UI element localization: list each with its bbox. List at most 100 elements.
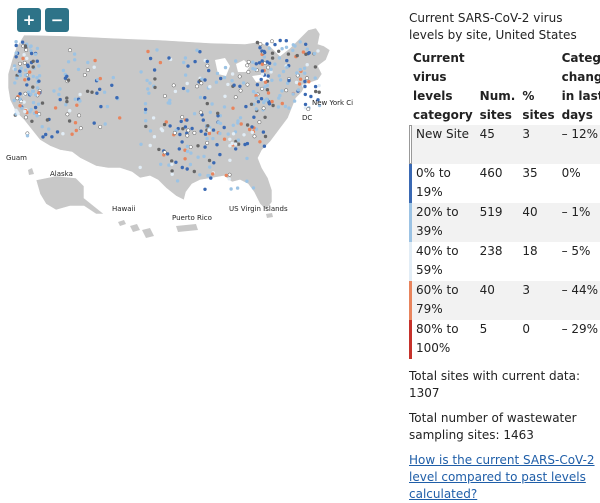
site-marker[interactable] — [85, 68, 90, 73]
site-marker[interactable] — [188, 145, 193, 149]
site-marker[interactable] — [103, 122, 107, 126]
site-marker[interactable] — [203, 145, 207, 149]
site-marker[interactable] — [222, 137, 227, 141]
site-marker[interactable] — [303, 71, 307, 75]
site-marker[interactable] — [23, 115, 28, 120]
site-marker[interactable] — [223, 94, 227, 99]
site-marker[interactable] — [180, 115, 185, 120]
site-marker[interactable] — [28, 70, 32, 74]
site-marker[interactable] — [281, 69, 286, 74]
site-marker[interactable] — [168, 98, 172, 103]
site-marker[interactable] — [251, 60, 255, 64]
site-marker[interactable] — [29, 92, 33, 96]
site-marker[interactable] — [316, 49, 320, 53]
site-marker[interactable] — [230, 72, 235, 76]
site-marker[interactable] — [218, 152, 222, 157]
site-marker[interactable] — [153, 85, 157, 90]
site-marker[interactable] — [277, 56, 282, 60]
site-marker[interactable] — [61, 132, 65, 136]
site-marker[interactable] — [260, 59, 264, 63]
site-marker[interactable] — [215, 71, 220, 76]
site-marker[interactable] — [196, 144, 200, 148]
site-marker[interactable] — [29, 49, 33, 53]
site-marker[interactable] — [166, 101, 170, 105]
site-marker[interactable] — [22, 60, 27, 65]
site-marker[interactable] — [152, 135, 157, 139]
site-marker[interactable] — [235, 186, 240, 190]
site-marker[interactable] — [229, 187, 233, 191]
site-marker[interactable] — [260, 86, 265, 91]
site-marker[interactable] — [111, 75, 116, 80]
site-marker[interactable] — [20, 106, 24, 110]
site-marker[interactable] — [297, 82, 302, 86]
site-marker[interactable] — [263, 115, 267, 120]
site-marker[interactable] — [18, 104, 22, 108]
site-marker[interactable] — [303, 79, 307, 84]
site-marker[interactable] — [177, 147, 181, 151]
site-marker[interactable] — [192, 112, 197, 116]
site-marker[interactable] — [205, 136, 209, 141]
site-marker[interactable] — [244, 104, 248, 109]
site-marker[interactable] — [215, 143, 219, 147]
site-marker[interactable] — [277, 74, 281, 78]
site-marker[interactable] — [50, 135, 54, 139]
site-marker[interactable] — [185, 167, 189, 171]
site-marker[interactable] — [178, 132, 182, 137]
site-marker[interactable] — [236, 121, 240, 125]
site-marker[interactable] — [41, 135, 45, 139]
site-marker[interactable] — [205, 63, 210, 68]
site-marker[interactable] — [14, 55, 18, 59]
site-marker[interactable] — [254, 96, 259, 100]
site-marker[interactable] — [222, 125, 226, 130]
site-marker[interactable] — [26, 90, 31, 94]
site-marker[interactable] — [31, 100, 36, 105]
site-marker[interactable] — [206, 124, 210, 128]
site-marker[interactable] — [65, 74, 69, 79]
site-marker[interactable] — [144, 124, 148, 129]
site-marker[interactable] — [77, 113, 82, 118]
site-marker[interactable] — [26, 77, 31, 81]
site-marker[interactable] — [195, 84, 199, 89]
site-marker[interactable] — [78, 99, 82, 103]
site-marker[interactable] — [185, 149, 190, 154]
site-marker[interactable] — [263, 134, 268, 139]
site-marker[interactable] — [199, 129, 203, 133]
site-marker[interactable] — [93, 58, 97, 63]
site-marker[interactable] — [193, 59, 197, 64]
site-marker[interactable] — [284, 45, 289, 49]
site-marker[interactable] — [239, 122, 243, 126]
site-marker[interactable] — [270, 99, 274, 104]
site-marker[interactable] — [292, 99, 297, 103]
site-marker[interactable] — [222, 105, 227, 109]
site-marker[interactable] — [18, 61, 22, 66]
site-marker[interactable] — [86, 60, 90, 65]
site-marker[interactable] — [317, 83, 321, 88]
site-marker[interactable] — [75, 103, 79, 107]
site-marker[interactable] — [270, 39, 274, 44]
site-marker[interactable] — [162, 150, 167, 155]
site-marker[interactable] — [64, 103, 68, 107]
site-marker[interactable] — [12, 64, 17, 68]
site-marker[interactable] — [207, 128, 211, 132]
site-marker[interactable] — [23, 68, 28, 72]
site-marker[interactable] — [306, 107, 311, 112]
site-marker[interactable] — [148, 129, 153, 133]
site-marker[interactable] — [291, 48, 295, 53]
site-marker[interactable] — [236, 138, 241, 142]
site-marker[interactable] — [211, 172, 215, 176]
site-marker[interactable] — [228, 144, 232, 148]
site-marker[interactable] — [280, 47, 284, 51]
site-marker[interactable] — [72, 52, 77, 56]
site-marker[interactable] — [303, 92, 307, 97]
site-marker[interactable] — [251, 186, 256, 190]
site-marker[interactable] — [183, 125, 188, 129]
site-marker[interactable] — [53, 106, 58, 110]
site-marker[interactable] — [233, 95, 238, 100]
site-marker[interactable] — [145, 78, 149, 83]
site-marker[interactable] — [260, 69, 265, 73]
site-marker[interactable] — [25, 83, 29, 87]
site-marker[interactable] — [252, 134, 257, 139]
site-marker[interactable] — [266, 74, 270, 78]
site-marker[interactable] — [35, 114, 39, 118]
site-marker[interactable] — [168, 124, 172, 128]
